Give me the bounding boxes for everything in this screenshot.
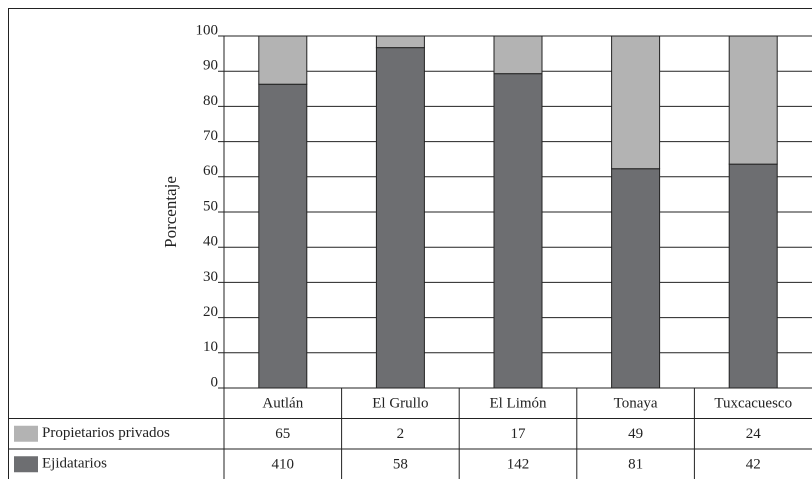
bar-segment bbox=[375, 47, 425, 389]
y-tick-label: 30 bbox=[203, 269, 218, 285]
legend-swatch bbox=[14, 425, 38, 442]
bar-segment bbox=[375, 35, 425, 49]
legend-swatch bbox=[14, 456, 38, 473]
category-label: Tuxcacuesco bbox=[714, 396, 792, 412]
table-value: 24 bbox=[746, 426, 762, 442]
y-axis-label: Porcentaje bbox=[161, 176, 180, 248]
bar-segment bbox=[728, 163, 778, 389]
y-tick-label: 20 bbox=[203, 304, 218, 320]
table-value: 142 bbox=[507, 457, 530, 473]
y-tick-label: 90 bbox=[203, 58, 218, 74]
bar-segment bbox=[493, 73, 543, 389]
frame bbox=[8, 8, 812, 479]
category-label: Tonaya bbox=[614, 396, 658, 412]
bar-segment bbox=[611, 168, 661, 389]
table-value: 49 bbox=[628, 426, 643, 442]
bar-segment bbox=[493, 35, 543, 75]
legend-label: Propietarios privados bbox=[42, 425, 170, 441]
bar-segment bbox=[258, 83, 308, 389]
table-value: 410 bbox=[272, 457, 295, 473]
bar-segment bbox=[258, 35, 308, 85]
y-tick-label: 50 bbox=[203, 198, 218, 214]
table-value: 42 bbox=[746, 457, 761, 473]
category-label: Autlán bbox=[262, 396, 303, 412]
y-tick-label: 100 bbox=[196, 22, 219, 38]
y-tick-label: 80 bbox=[203, 93, 218, 109]
table-value: 17 bbox=[511, 426, 527, 442]
bar-segment bbox=[728, 35, 778, 165]
table-value: 65 bbox=[275, 426, 290, 442]
category-label: El Grullo bbox=[372, 396, 428, 412]
y-tick-label: 40 bbox=[203, 234, 218, 250]
y-tick-label: 0 bbox=[211, 374, 219, 390]
table-value: 2 bbox=[397, 426, 405, 442]
y-tick-label: 60 bbox=[203, 163, 218, 179]
y-tick-label: 10 bbox=[203, 339, 218, 355]
y-tick-label: 70 bbox=[203, 128, 218, 144]
table-value: 81 bbox=[628, 457, 643, 473]
legend-label: Ejidatarios bbox=[42, 456, 107, 472]
bar-segment bbox=[611, 35, 661, 170]
table-value: 58 bbox=[393, 457, 408, 473]
category-label: El Limón bbox=[489, 396, 547, 412]
